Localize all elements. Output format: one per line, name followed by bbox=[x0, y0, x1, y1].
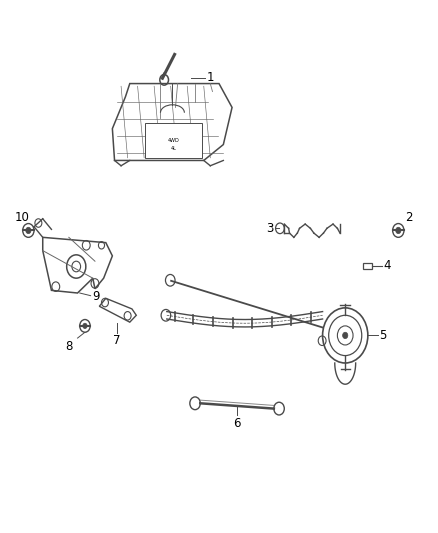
Text: 4L: 4L bbox=[170, 146, 176, 151]
Text: 6: 6 bbox=[233, 417, 241, 430]
Text: 7: 7 bbox=[113, 334, 120, 348]
Text: 4: 4 bbox=[384, 260, 391, 272]
Text: 3: 3 bbox=[266, 222, 273, 235]
Circle shape bbox=[83, 323, 87, 328]
Bar bbox=[363, 263, 372, 269]
Circle shape bbox=[343, 332, 348, 338]
Circle shape bbox=[26, 227, 31, 233]
Text: 2: 2 bbox=[405, 211, 413, 224]
Text: 1: 1 bbox=[207, 71, 214, 84]
Text: 4WD: 4WD bbox=[167, 138, 179, 143]
Text: 8: 8 bbox=[65, 340, 73, 353]
FancyBboxPatch shape bbox=[145, 123, 201, 158]
Text: 5: 5 bbox=[379, 329, 387, 342]
Circle shape bbox=[396, 227, 401, 233]
Text: 9: 9 bbox=[92, 290, 99, 303]
Text: 10: 10 bbox=[14, 211, 29, 224]
